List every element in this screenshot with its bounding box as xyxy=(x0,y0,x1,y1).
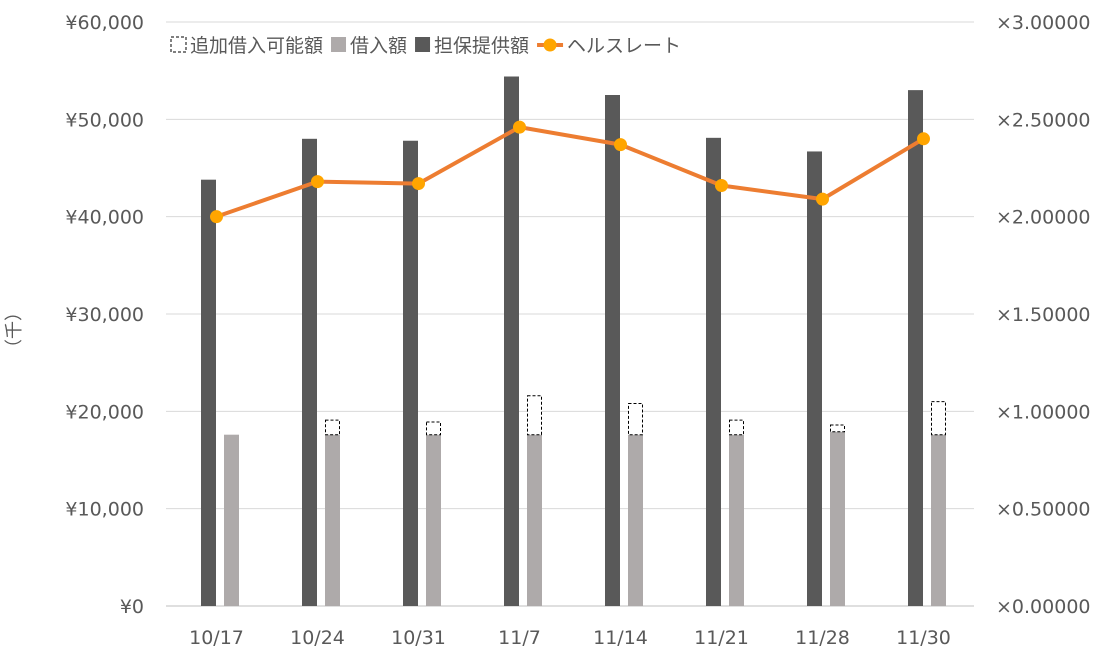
x-tick-label: 10/31 xyxy=(391,627,446,649)
y-tick-label: ¥0 xyxy=(120,596,144,618)
axes: ¥0 ¥10,000 ¥20,000 ¥30,000 ¥40,000 ¥50,000 ¥60… xyxy=(65,12,1090,649)
gridlines xyxy=(166,21,974,607)
additional-borrowable-bar xyxy=(325,419,340,436)
health-rate-point xyxy=(614,138,627,152)
collateral-bar xyxy=(201,179,216,606)
borrow-bar xyxy=(325,434,340,606)
additional-borrowable-bar xyxy=(628,403,643,436)
x-tick-label: 11/7 xyxy=(498,627,541,649)
borrow-bar xyxy=(830,431,845,606)
y-tick-label: ¥20,000 xyxy=(65,401,144,423)
health-rate-point xyxy=(311,175,324,189)
legend-swatch xyxy=(415,37,431,52)
legend-label: 追加借入可能額 xyxy=(190,35,323,57)
additional-borrowable-bar xyxy=(830,424,845,433)
additional-borrowable-bar xyxy=(527,395,542,436)
legend-label: 担保提供額 xyxy=(434,35,529,57)
borrow-bar xyxy=(729,434,744,606)
health-rate-point xyxy=(513,120,526,134)
y-tick-label: ¥30,000 xyxy=(65,304,144,326)
health-rate-point xyxy=(816,192,829,206)
y-tick-label: ¥50,000 xyxy=(65,109,144,131)
collateral-bar xyxy=(908,90,923,607)
legend-label: 借入額 xyxy=(350,35,407,57)
y2-tick-label: ×2.50000 xyxy=(996,109,1091,131)
borrow-bar xyxy=(931,434,946,606)
y2-tick-label: ×1.00000 xyxy=(996,401,1091,423)
health-rate-point xyxy=(210,210,223,224)
additional-borrowable-bar xyxy=(931,401,946,436)
health-rate-line xyxy=(215,125,925,219)
legend-line-marker xyxy=(543,38,557,52)
additional-borrowable-bar xyxy=(426,421,441,436)
x-tick-label: 11/14 xyxy=(593,627,648,649)
additional-borrowable-bar xyxy=(729,419,744,436)
collateral-bar xyxy=(706,137,721,606)
collateral-bar xyxy=(504,76,519,607)
legend-swatch xyxy=(331,37,347,52)
y2-tick-label: ×0.00000 xyxy=(996,596,1091,618)
y-tick-label: ¥40,000 xyxy=(65,207,144,229)
y-tick-label: ¥10,000 xyxy=(65,499,144,521)
y-axis-label: （千） xyxy=(4,303,25,357)
health-rate-line-series xyxy=(210,120,930,224)
y2-tick-label: ×2.00000 xyxy=(996,207,1091,229)
borrow-bar xyxy=(628,434,643,606)
health-rate-point xyxy=(715,179,728,193)
y-tick-label: ¥60,000 xyxy=(65,12,144,34)
x-tick-label: 11/21 xyxy=(694,627,749,649)
bars xyxy=(201,76,946,607)
legend: 追加借入可能額 借入額 担保提供額 ヘルスレート xyxy=(170,35,681,57)
y2-tick-label: ×0.50000 xyxy=(996,499,1091,521)
collateral-bar xyxy=(807,151,822,606)
legend-swatch-additional xyxy=(170,36,187,53)
collateral-bar xyxy=(403,140,418,606)
borrow-bar xyxy=(527,434,542,606)
y2-tick-label: ×1.50000 xyxy=(996,304,1091,326)
x-tick-label: 11/30 xyxy=(896,627,951,649)
collateral-bar xyxy=(605,95,620,606)
y2-tick-label: ×3.00000 xyxy=(996,12,1091,34)
x-tick-label: 10/17 xyxy=(189,627,244,649)
health-rate-point xyxy=(917,132,930,146)
borrow-bar xyxy=(224,434,239,606)
borrow-bar xyxy=(426,434,441,606)
x-tick-label: 11/28 xyxy=(795,627,850,649)
x-tick-label: 10/24 xyxy=(290,627,345,649)
health-rate-point xyxy=(412,177,425,191)
collateral-bar xyxy=(302,138,317,607)
legend-label: ヘルスレート xyxy=(567,35,681,57)
